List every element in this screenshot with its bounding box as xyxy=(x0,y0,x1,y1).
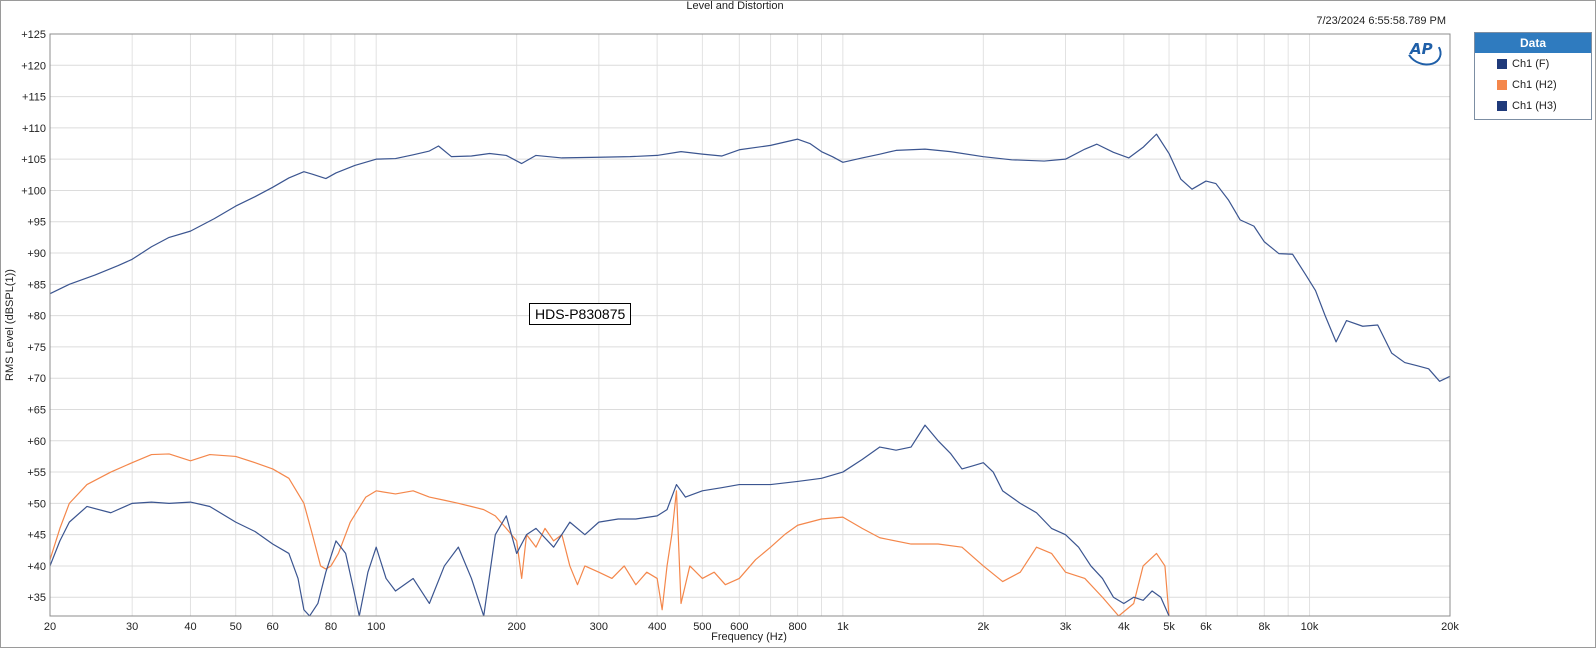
x-tick-label-14: 2k xyxy=(978,621,990,633)
y-tick-label-0: +125 xyxy=(21,29,46,41)
x-tick-label-8: 300 xyxy=(590,621,608,633)
x-tick-label-16: 4k xyxy=(1118,621,1130,633)
timestamp: 7/23/2024 6:55:58.789 PM xyxy=(1316,15,1446,27)
x-tick-label-12: 800 xyxy=(788,621,806,633)
x-tick-label-0: 20 xyxy=(44,621,56,633)
y-tick-label-16: +45 xyxy=(27,530,46,542)
x-tick-label-7: 200 xyxy=(507,621,525,633)
y-tick-label-8: +85 xyxy=(27,279,46,291)
y-tick-label-15: +50 xyxy=(27,498,46,510)
x-tick-label-4: 60 xyxy=(267,621,279,633)
series-line-ch1-h3 xyxy=(50,424,1170,616)
x-tick-label-6: 100 xyxy=(367,621,385,633)
legend-swatch-ch1-f xyxy=(1497,58,1507,69)
legend-swatch-ch1-h3 xyxy=(1497,100,1507,111)
legend-label-ch1-f: Ch1 (F) xyxy=(1512,57,1550,70)
y-tick-label-11: +70 xyxy=(27,373,46,385)
series-line-ch1-h2 xyxy=(50,453,1170,616)
chart-title: Level and Distortion xyxy=(686,0,784,12)
legend-header: Data xyxy=(1475,33,1591,53)
x-tick-label-17: 5k xyxy=(1163,621,1175,633)
x-tick-label-15: 3k xyxy=(1060,621,1072,633)
ap-logo: AP xyxy=(1402,31,1446,71)
x-tick-label-10: 500 xyxy=(693,621,711,633)
x-tick-label-13: 1k xyxy=(837,621,849,633)
legend-panel: Data Ch1 (F) Ch1 (H2) Ch1 (H3) xyxy=(1474,32,1592,120)
series-line-ch1-f xyxy=(50,133,1450,382)
x-tick-label-18: 6k xyxy=(1200,621,1212,633)
y-tick-label-2: +115 xyxy=(22,92,46,104)
legend-item-ch1-f[interactable]: Ch1 (F) xyxy=(1475,53,1591,74)
x-axis-label: Frequency (Hz) xyxy=(711,631,787,643)
plot-border xyxy=(49,33,1451,617)
legend-label-ch1-h3: Ch1 (H3) xyxy=(1512,99,1557,112)
y-tick-label-17: +40 xyxy=(27,561,46,573)
x-tick-label-3: 50 xyxy=(230,621,242,633)
x-tick-label-9: 400 xyxy=(648,621,666,633)
x-tick-label-11: 600 xyxy=(730,621,748,633)
y-tick-label-14: +55 xyxy=(27,467,46,479)
x-tick-label-20: 10k xyxy=(1301,621,1319,633)
legend-swatch-ch1-h2 xyxy=(1497,79,1507,90)
y-tick-label-6: +95 xyxy=(27,217,46,229)
legend-item-ch1-h3[interactable]: Ch1 (H3) xyxy=(1475,95,1591,116)
x-tick-label-5: 80 xyxy=(325,621,337,633)
y-axis-label: RMS Level (dBSPL(1)) xyxy=(4,269,16,381)
y-tick-label-12: +65 xyxy=(27,404,46,416)
x-tick-label-2: 40 xyxy=(184,621,196,633)
y-tick-label-18: +35 xyxy=(27,592,46,604)
logo-text: AP xyxy=(1410,40,1433,58)
y-tick-label-9: +80 xyxy=(27,311,46,323)
y-tick-label-7: +90 xyxy=(27,248,46,260)
y-tick-label-13: +60 xyxy=(27,436,46,448)
y-tick-label-4: +105 xyxy=(21,154,46,166)
y-tick-label-10: +75 xyxy=(27,342,46,354)
legend-item-ch1-h2[interactable]: Ch1 (H2) xyxy=(1475,74,1591,95)
plot-area xyxy=(50,34,1450,616)
y-tick-label-1: +120 xyxy=(21,60,46,72)
x-tick-label-19: 8k xyxy=(1258,621,1270,633)
annotation-box[interactable]: HDS-P830875 xyxy=(529,303,632,325)
x-tick-label-1: 30 xyxy=(126,621,138,633)
y-tick-label-3: +110 xyxy=(22,123,46,135)
x-tick-label-21: 20k xyxy=(1441,621,1459,633)
legend-label-ch1-h2: Ch1 (H2) xyxy=(1512,78,1557,91)
y-tick-label-5: +100 xyxy=(21,185,46,197)
